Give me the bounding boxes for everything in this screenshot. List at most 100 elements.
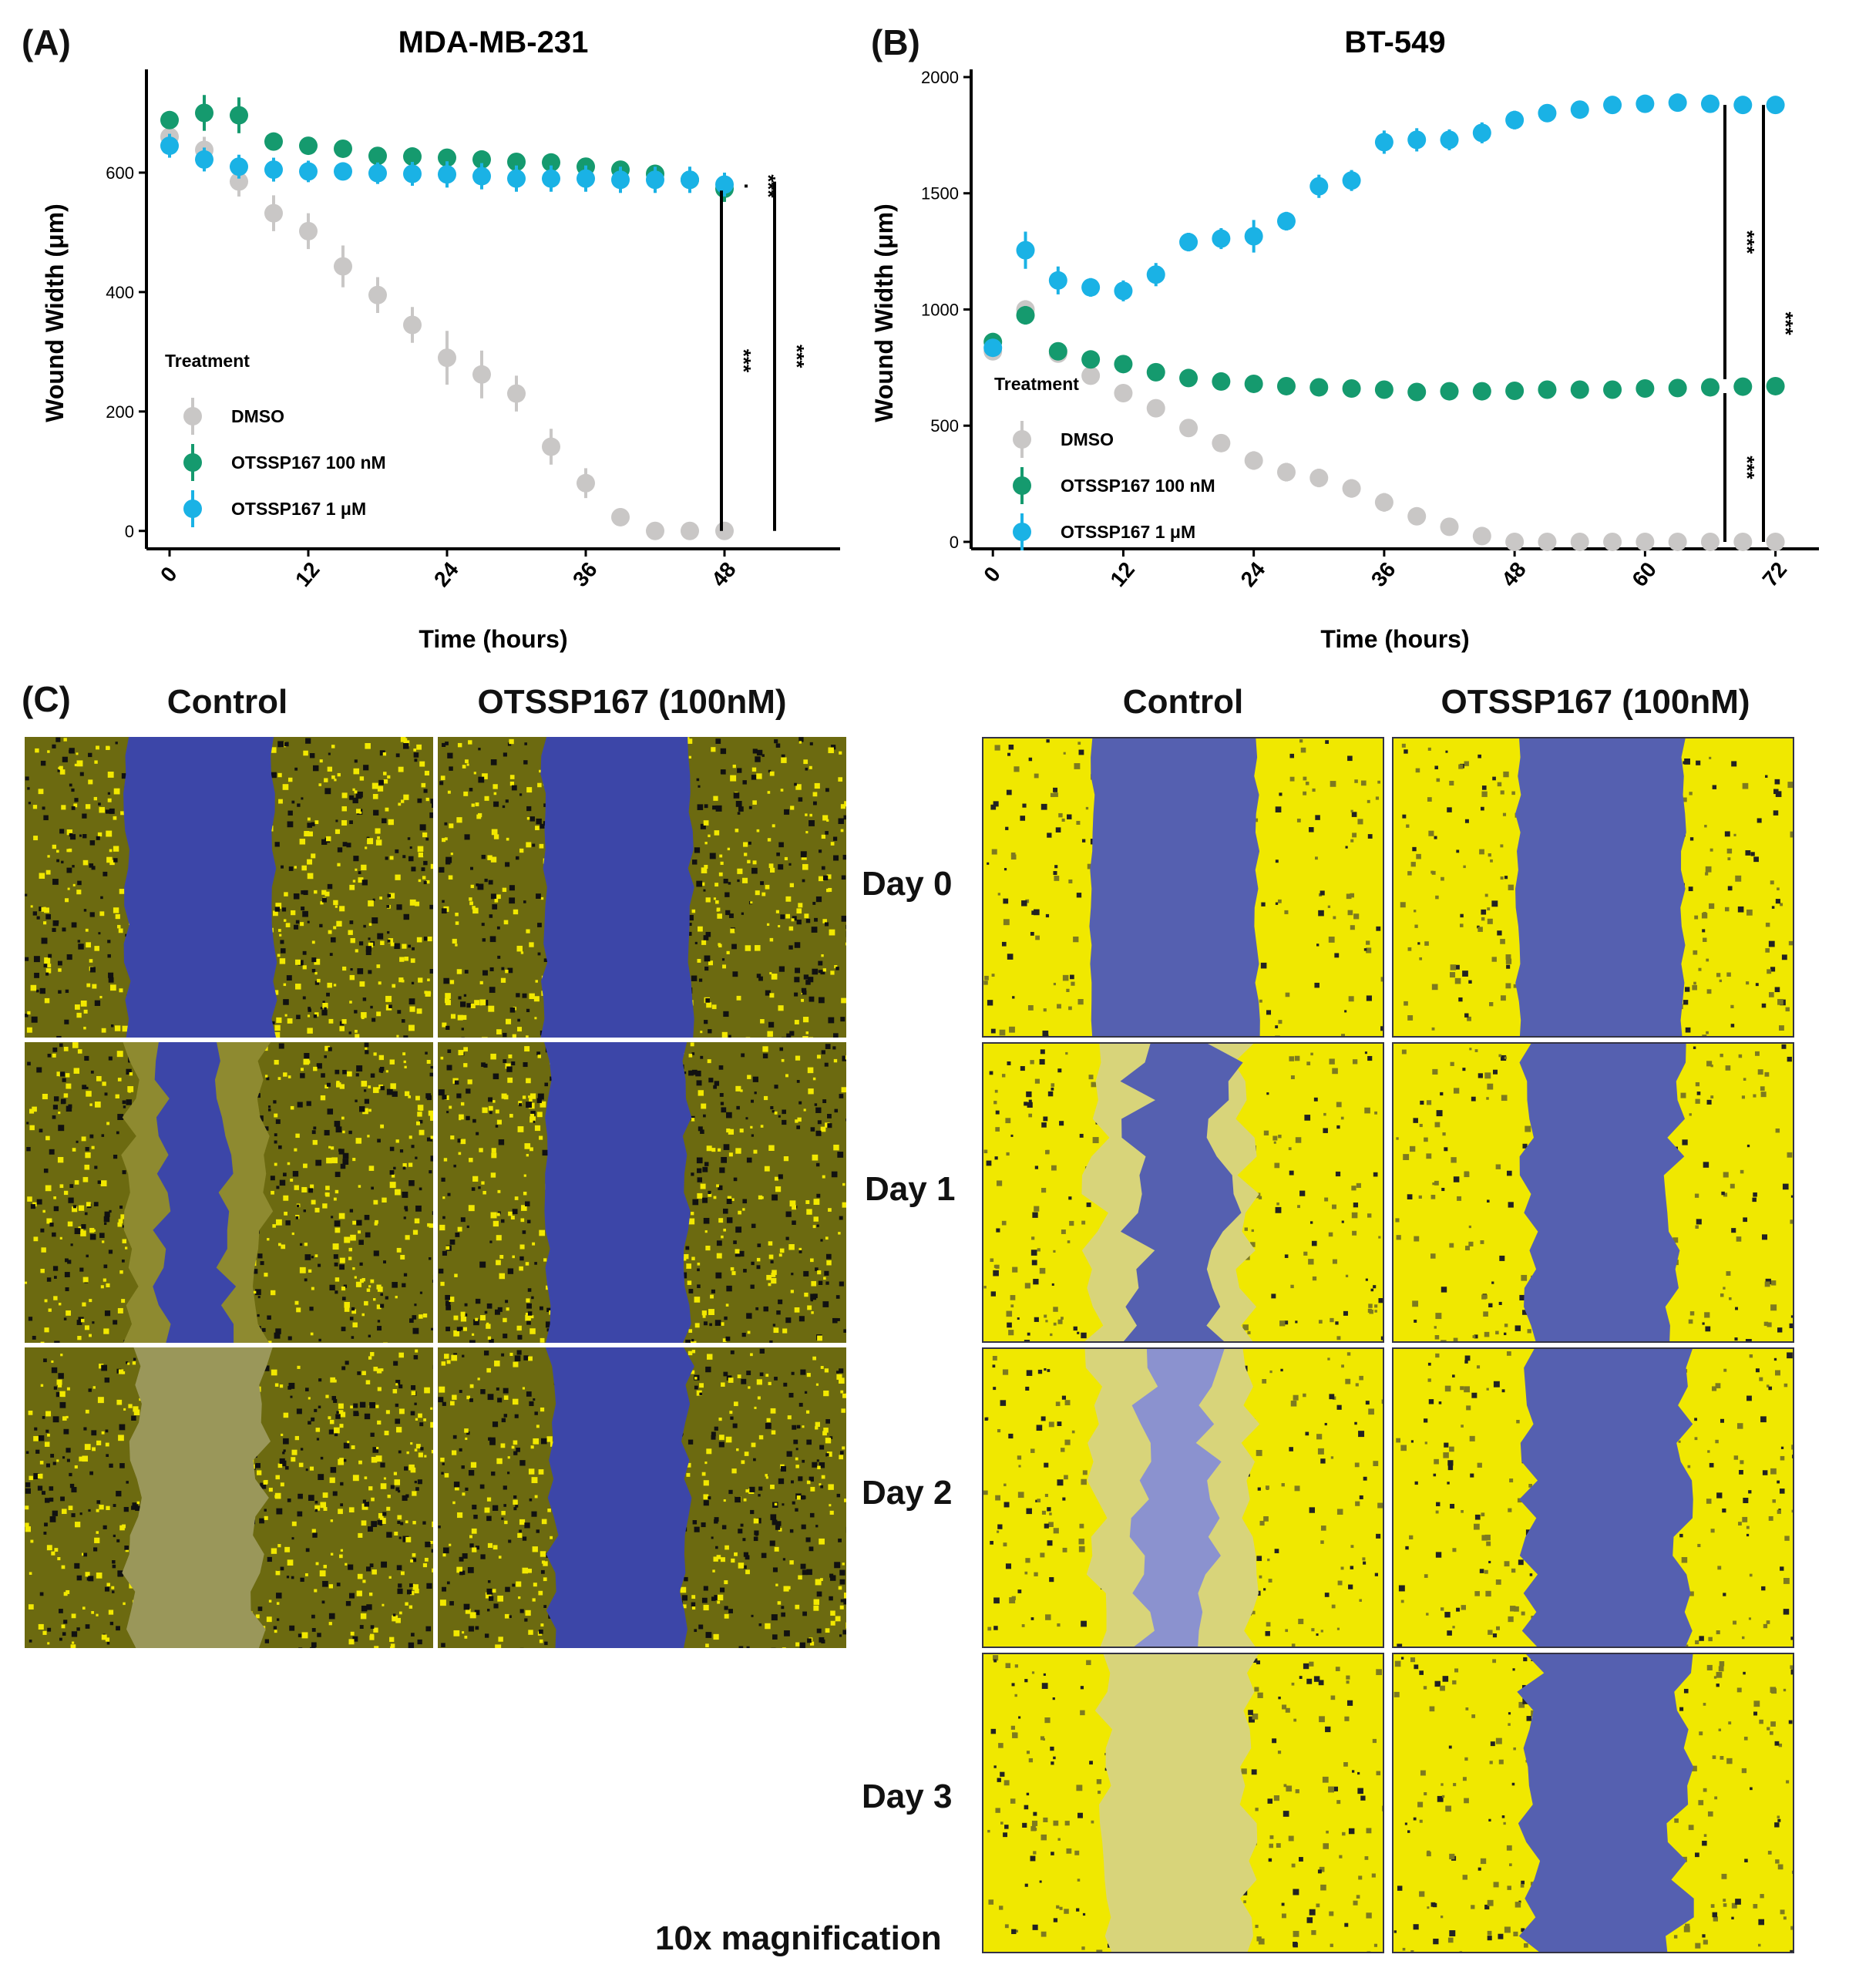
cell-speck <box>763 1306 768 1312</box>
cell-speck <box>731 1271 736 1276</box>
cell-speck <box>126 1361 129 1364</box>
data-point <box>334 257 352 276</box>
cell-speck <box>771 1277 777 1284</box>
cell-speck <box>715 1272 722 1279</box>
cell-speck <box>525 1314 531 1321</box>
cell-speck <box>41 1247 46 1253</box>
cell-speck <box>419 1129 425 1135</box>
cell-speck <box>686 1462 691 1468</box>
cell-speck <box>395 1617 401 1623</box>
cell-speck <box>277 1544 281 1548</box>
cell-speck <box>92 1447 96 1451</box>
cell-speck <box>113 788 120 795</box>
cell-speck <box>801 987 807 994</box>
data-point <box>299 221 318 241</box>
cell-speck <box>271 1369 277 1376</box>
cell-speck <box>772 1194 778 1201</box>
cell-speck <box>282 784 289 790</box>
cell-speck <box>55 920 59 924</box>
cell-speck <box>79 772 84 776</box>
cell-speck <box>93 1202 99 1206</box>
cell-speck <box>43 1358 47 1363</box>
cell-speck <box>417 1105 424 1111</box>
cell-speck <box>543 1258 547 1262</box>
cell-speck <box>723 1011 729 1018</box>
cell-speck <box>345 1361 349 1365</box>
cell-speck <box>1021 900 1027 907</box>
cell-speck <box>404 1466 408 1471</box>
cell-speck <box>417 1112 422 1117</box>
cell-speck <box>285 1220 291 1226</box>
cell-speck <box>492 904 498 910</box>
cell-speck <box>79 1267 84 1272</box>
cell-speck <box>355 1030 358 1033</box>
cell-speck <box>481 1181 485 1185</box>
cell-speck <box>377 1139 381 1143</box>
cell-speck <box>512 1209 518 1215</box>
cell-speck <box>1020 816 1026 821</box>
cell-speck <box>424 1557 429 1562</box>
cell-speck <box>765 884 770 890</box>
cell-speck <box>486 1515 492 1522</box>
cell-speck <box>1327 905 1331 908</box>
cell-speck <box>1435 895 1439 900</box>
cell-speck <box>44 1299 48 1303</box>
cell-speck <box>67 1221 73 1227</box>
cell-speck <box>782 1109 786 1115</box>
cell-speck <box>1043 1008 1047 1012</box>
x-tick-label: 12 <box>1105 557 1139 591</box>
data-point <box>334 162 352 181</box>
cell-speck <box>324 1045 330 1051</box>
cell-speck <box>540 1337 545 1343</box>
cell-speck <box>757 1243 761 1247</box>
cell-speck <box>751 767 757 772</box>
cell-speck <box>410 1441 413 1445</box>
cell-speck <box>1487 918 1493 924</box>
cell-speck <box>45 913 52 920</box>
cell-speck <box>531 1296 534 1300</box>
cell-speck <box>1303 776 1307 781</box>
cell-speck <box>354 1276 357 1279</box>
cell-speck <box>113 1320 118 1325</box>
cell-speck <box>415 1487 419 1491</box>
cell-speck <box>106 1583 110 1586</box>
cell-speck <box>413 748 416 752</box>
cell-speck <box>43 815 49 821</box>
cell-speck <box>328 1613 335 1620</box>
cell-speck <box>714 1595 720 1601</box>
cell-speck <box>335 1172 341 1177</box>
cell-speck <box>25 1505 29 1510</box>
cell-speck <box>529 1098 533 1102</box>
cell-speck <box>696 1080 702 1086</box>
cell-speck <box>348 1247 353 1252</box>
cell-speck <box>60 1354 63 1357</box>
cell-speck <box>735 1148 741 1154</box>
cell-speck <box>738 1646 744 1648</box>
cell-speck <box>490 1053 496 1060</box>
cell-speck <box>32 1335 36 1340</box>
cell-speck <box>466 1431 470 1435</box>
cell-speck <box>400 737 406 742</box>
cell-speck <box>442 1547 449 1554</box>
cell-speck <box>788 1392 794 1398</box>
cell-speck <box>40 1384 44 1388</box>
cell-speck <box>25 1482 31 1488</box>
cell-speck <box>696 778 700 782</box>
cell-speck <box>351 1309 357 1314</box>
cell-speck <box>328 1429 334 1435</box>
legend-label: OTSSP167 1 μM <box>231 499 366 519</box>
cell-speck <box>731 1558 735 1563</box>
cell-speck <box>113 1154 118 1159</box>
cell-speck <box>360 1613 367 1620</box>
cell-speck <box>119 1270 123 1274</box>
cell-speck <box>320 901 324 905</box>
cell-speck <box>63 1093 69 1098</box>
cell-speck <box>382 1512 387 1516</box>
cell-speck <box>761 892 766 896</box>
cell-speck <box>758 976 763 981</box>
cell-speck <box>745 945 751 951</box>
cell-speck <box>701 867 708 873</box>
cell-speck <box>43 1531 47 1535</box>
cell-speck <box>694 847 701 853</box>
